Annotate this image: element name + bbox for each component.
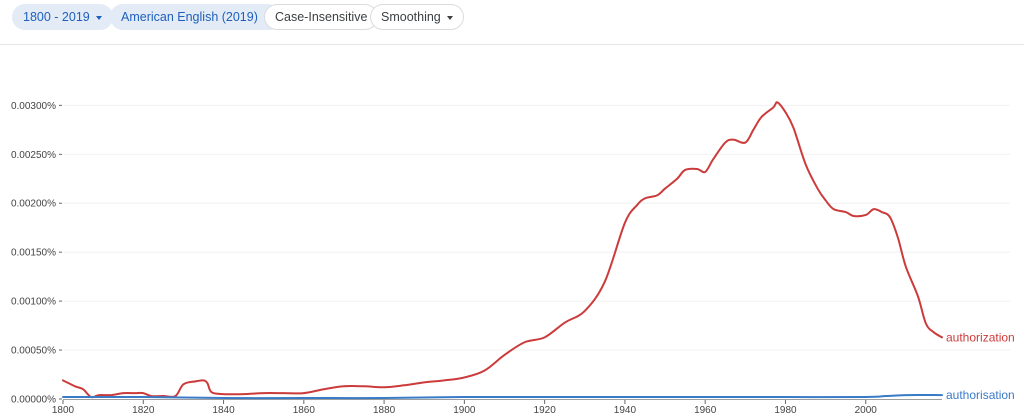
y-tick-label: 0.00300% <box>11 101 56 112</box>
y-tick-label: 0.00150% <box>11 248 56 259</box>
series-line-authorisation[interactable] <box>62 394 943 400</box>
year-range-label: 1800 - 2019 <box>23 10 90 24</box>
case-insensitive-label: Case-Insensitive <box>275 10 368 24</box>
y-tick-label: 0.00250% <box>11 150 56 161</box>
ngram-chart: 0.00000% 0.00050% 0.00100% 0.00150% 0.00200%… <box>11 101 1015 416</box>
gridlines <box>63 104 1010 351</box>
y-tick-label: 0.00100% <box>11 297 56 308</box>
x-tick-label: 1800 <box>52 405 75 416</box>
y-tick-label: 0.00050% <box>11 346 56 357</box>
x-tick-label: 1940 <box>614 405 637 416</box>
y-tick-label: 0.00000% <box>11 395 56 406</box>
case-insensitive-toggle[interactable]: Case-Insensitive <box>264 4 379 30</box>
y-tick-label: 0.00200% <box>11 199 56 210</box>
corpus-dropdown[interactable]: American English (2019) <box>110 4 281 30</box>
caret-down-icon <box>95 15 102 20</box>
x-tick-label: 1820 <box>132 405 155 416</box>
axes: 0.00000% 0.00050% 0.00100% 0.00150% 0.00200%… <box>11 101 942 416</box>
series-line-authorization[interactable] <box>62 101 943 399</box>
series-label-authorization: authorization <box>946 330 1015 344</box>
year-range-dropdown[interactable]: 1800 - 2019 <box>12 4 113 30</box>
x-tick-label: 1840 <box>212 405 235 416</box>
smoothing-dropdown[interactable]: Smoothing <box>370 4 464 30</box>
x-tick-label: 1960 <box>694 405 717 416</box>
x-tick-label: 2000 <box>855 405 878 416</box>
x-tick-label: 1880 <box>373 405 396 416</box>
series-lines <box>62 101 943 400</box>
series-labels: authorization authorisation <box>946 330 1015 402</box>
x-tick-label: 1900 <box>453 405 476 416</box>
series-label-authorisation: authorisation <box>946 388 1015 402</box>
x-tick-label: 1860 <box>293 405 316 416</box>
toolbar: 1800 - 2019 American English (2019) Case… <box>0 0 1024 45</box>
caret-down-icon <box>446 15 453 20</box>
corpus-label: American English (2019) <box>121 10 258 24</box>
x-tick-label: 1920 <box>534 405 557 416</box>
x-tick-label: 1980 <box>774 405 797 416</box>
smoothing-label: Smoothing <box>381 10 441 24</box>
